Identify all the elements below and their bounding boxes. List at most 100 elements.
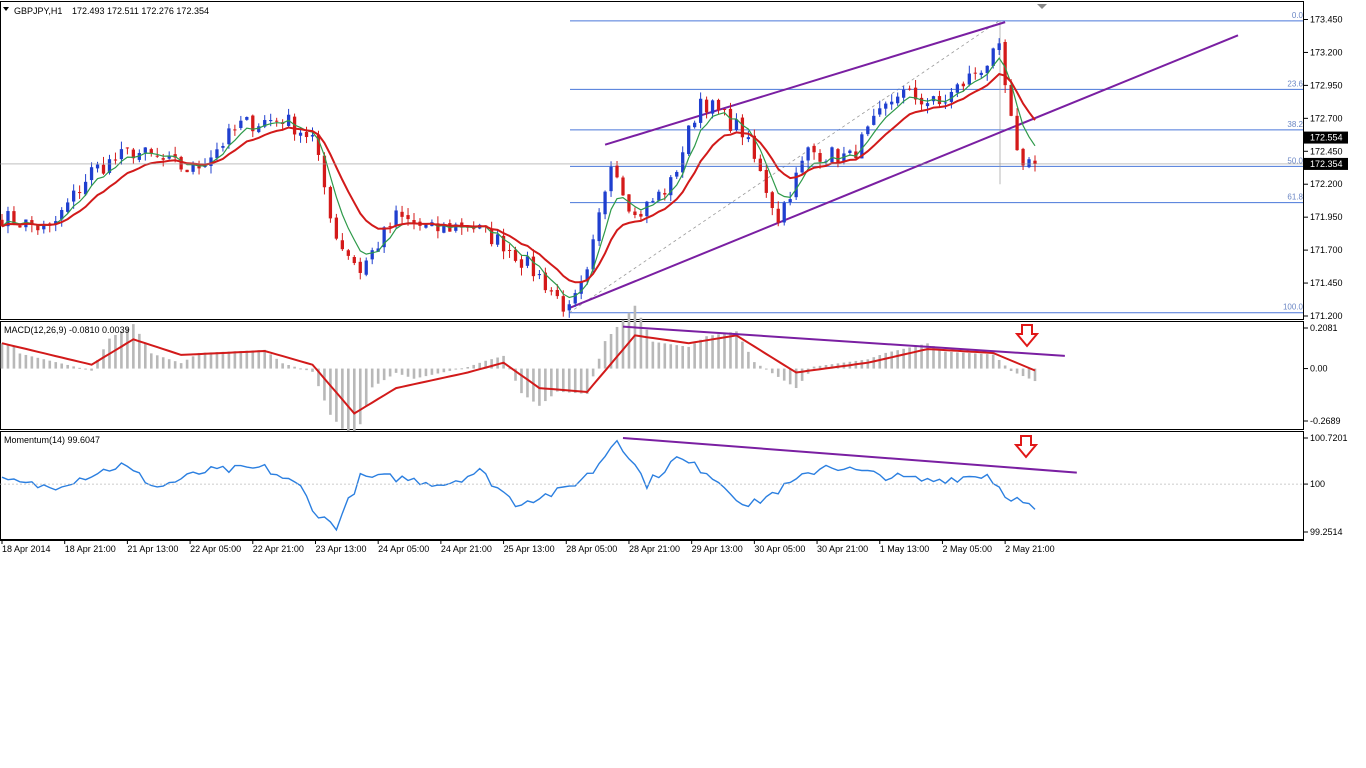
candle-body (770, 192, 774, 209)
candle-body (579, 281, 583, 294)
price-tick-label: 171.700 (1310, 245, 1343, 255)
candle-body (901, 89, 906, 98)
time-tick-label: 1 May 13:00 (880, 544, 930, 554)
candle-body (131, 149, 136, 159)
candle-body (872, 115, 876, 125)
macd-bar (12, 346, 16, 369)
candle-body (961, 83, 965, 87)
time-tick-label: 30 Apr 21:00 (817, 544, 868, 554)
macd-bar (442, 368, 446, 373)
macd-bar (448, 368, 452, 371)
macd-bar (597, 358, 601, 369)
candle-body (107, 159, 112, 173)
macd-bar (424, 368, 428, 377)
macd-bar (90, 368, 93, 371)
macd-bar (179, 363, 183, 369)
candle-body (36, 225, 40, 231)
candle-body (66, 202, 70, 212)
price-axis: 173.450 173.200 172.950 172.700 172.450 172.2… (0, 15, 1348, 321)
macd-bar (950, 351, 953, 369)
macd-panel[interactable]: 0.2081 0.00 -0.2689 MACD(12,26,9) -0.0810 … (0, 305, 1341, 443)
momentum-axis: 100.7201 100 99.2514 (0, 433, 1348, 537)
candle-body (1027, 159, 1031, 168)
macd-bar (161, 357, 165, 369)
candle-body (943, 102, 948, 104)
momentum-line (1, 439, 1036, 532)
chart-shift-icon[interactable] (1037, 4, 1047, 9)
candle-body (567, 304, 571, 311)
macd-bar (968, 353, 971, 369)
macd-bar (406, 368, 410, 377)
macd-bar (1015, 368, 1019, 374)
fibonacci-retracement: 0.0 23.6 38.2 50.0 61.8 100.0 (569, 11, 1304, 314)
candle-body (149, 149, 153, 154)
macd-bar (991, 354, 995, 369)
candle-body (167, 155, 171, 159)
macd-bar (514, 368, 517, 381)
candle-body (657, 191, 661, 201)
candle-body (54, 221, 58, 225)
price-tick-label: 172.450 (1310, 146, 1343, 156)
candle-body (245, 117, 249, 120)
macd-bar (633, 305, 637, 369)
macd-bar (197, 352, 201, 369)
macd-bar (496, 357, 499, 369)
macd-bar (96, 359, 99, 369)
panel-menu-icon[interactable] (3, 7, 9, 11)
macd-trendline-path[interactable] (622, 325, 1065, 357)
candle-body (752, 135, 757, 159)
macd-bar (102, 349, 105, 369)
macd-bar (478, 362, 481, 369)
macd-bar (699, 339, 702, 369)
macd-bar (430, 368, 434, 375)
macd-bar (66, 364, 69, 369)
channel-upper-line[interactable] (604, 21, 1006, 146)
macd-bar (305, 368, 308, 371)
macd-bar (902, 348, 905, 369)
candle-body (328, 187, 333, 219)
macd-bar (281, 363, 284, 369)
candle-body (603, 191, 607, 215)
macd-bar (144, 343, 147, 369)
macd-bar (878, 355, 882, 369)
candle-body (818, 153, 822, 162)
ohlc-readout: 172.493 172.511 172.276 172.354 (72, 6, 209, 16)
macd-bar (884, 352, 888, 369)
macd-bar (520, 368, 523, 394)
candle-body (340, 240, 344, 250)
macd-bar (908, 347, 911, 369)
momentum-trendline-path[interactable] (622, 437, 1077, 474)
candle-body (973, 72, 977, 74)
macd-bar (926, 343, 929, 369)
candle-body (113, 159, 118, 161)
candle-body (257, 126, 261, 133)
candle-body (519, 259, 524, 268)
price-tag-box (1304, 157, 1348, 170)
candle-body (830, 147, 834, 163)
macd-bar (484, 360, 487, 369)
time-tick-label: 21 Apr 13:00 (127, 544, 178, 554)
macd-bar (747, 351, 750, 369)
candle-body (698, 98, 703, 123)
candle-body (72, 190, 76, 202)
candle-body (412, 220, 416, 224)
candle-body (346, 250, 350, 256)
macd-bar (800, 368, 804, 381)
candle-body (436, 223, 440, 232)
candle-body (681, 152, 685, 173)
time-tick-label: 30 Apr 05:00 (754, 544, 805, 554)
macd-bar (776, 368, 780, 377)
macd-bar (812, 366, 816, 369)
ma-slow-line (1, 72, 1036, 284)
channel-lower-line[interactable] (568, 34, 1239, 310)
momentum-panel[interactable]: 100.7201 100 99.2514 Momentum(14) 99.6047 (0, 431, 1348, 540)
candle-body (173, 154, 177, 158)
candle-body (424, 224, 428, 228)
price-tick-label: 173.450 (1310, 15, 1343, 25)
macd-bar (985, 354, 989, 369)
candle-body (645, 201, 649, 217)
macd-bar (938, 348, 941, 369)
candle-body (776, 208, 780, 223)
